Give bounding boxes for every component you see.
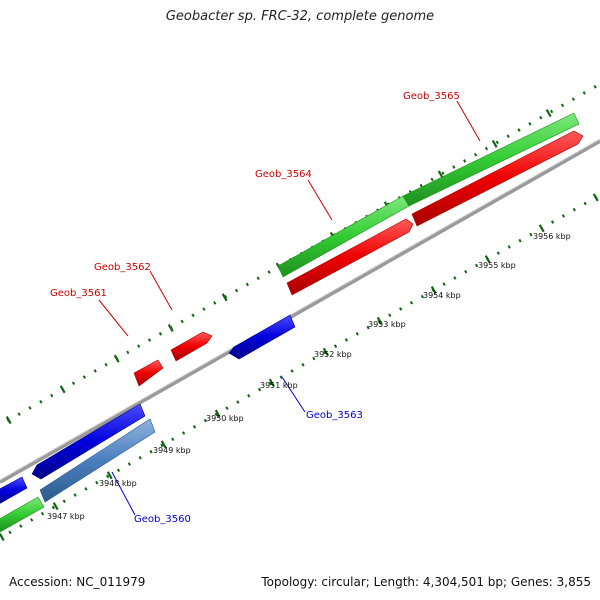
major-tick-mark: [106, 471, 113, 480]
gene-label-geob-3561[interactable]: Geob_3561: [50, 288, 107, 299]
major-tick-mark: [484, 255, 491, 264]
scale-label-3955: 3955 kbp: [478, 261, 516, 270]
major-tick-mark: [538, 224, 545, 233]
major-tick-mark: [59, 385, 66, 394]
major-tick-mark: [268, 378, 275, 387]
leader-geob-3565: [456, 100, 481, 142]
genome-backbone: [0, 139, 600, 484]
genome-summary: Topology: circular; Length: 4,304,501 bp…: [261, 575, 591, 589]
major-tick-mark: [376, 316, 383, 325]
gene-label-leaders: [98, 100, 481, 516]
map-title: Geobacter sp. FRC-32, complete genome: [165, 9, 435, 24]
major-tick-mark: [160, 440, 167, 449]
gene-block-geob-3563[interactable]: [228, 314, 296, 360]
scale-label-3947: 3947 kbp: [47, 512, 85, 521]
major-tick-mark: [113, 354, 120, 363]
gene-label-geob-3562[interactable]: Geob_3562: [94, 262, 151, 273]
gene-block-geob-3565[interactable]: [411, 130, 584, 227]
gene-block-blue-left[interactable]: [0, 476, 28, 504]
scale-label-3949: 3949 kbp: [153, 446, 191, 455]
gene-block-geob-3564[interactable]: [286, 218, 414, 296]
leader-geob-3563: [281, 376, 306, 413]
accession-label: Accession: NC_011979: [9, 575, 146, 589]
major-tick-mark: [0, 532, 5, 542]
scale-label-3950: 3950 kbp: [206, 414, 244, 423]
leader-geob-3561: [98, 299, 129, 337]
gene-block-green-left[interactable]: [0, 496, 45, 533]
scale-label-3952: 3952 kbp: [314, 350, 352, 359]
reverse-tick-dots: [0, 193, 600, 540]
reverse-cds-track: [0, 314, 296, 504]
gene-block-geob-3565-cds[interactable]: [402, 112, 580, 207]
reverse-tick-row: [0, 193, 600, 542]
gene-label-geob-3565[interactable]: Geob_3565: [403, 91, 460, 102]
leader-geob-3560: [111, 471, 136, 516]
gene-block-reverse-3559[interactable]: [31, 403, 146, 480]
gene-block-geob-3562[interactable]: [170, 331, 213, 362]
scale-label-3948: 3948 kbp: [99, 479, 137, 488]
major-tick-mark: [214, 409, 221, 418]
major-tick-mark: [430, 286, 437, 295]
gene-block-geob-3561[interactable]: [133, 359, 164, 387]
major-tick-mark: [592, 193, 599, 202]
scale-label-3954: 3954 kbp: [423, 291, 461, 300]
scale-label-3956: 3956 kbp: [533, 232, 571, 241]
major-tick-mark: [322, 347, 329, 356]
major-tick-mark: [167, 323, 174, 333]
major-tick-mark: [221, 293, 228, 302]
scale-label-3951: 3951 kbp: [260, 381, 298, 390]
reverse-other-track: [39, 418, 156, 503]
gene-label-geob-3560[interactable]: Geob_3560: [134, 514, 191, 525]
genome-backbone-highlight: [0, 138, 600, 481]
forward-cds-track: [0, 112, 580, 533]
gene-label-geob-3564[interactable]: Geob_3564: [255, 169, 312, 180]
gene-block-geob-3560[interactable]: [39, 418, 156, 503]
leader-geob-3562: [149, 270, 173, 311]
major-tick-mark: [545, 109, 552, 118]
major-tick-mark: [52, 502, 59, 511]
gene-label-geob-3563[interactable]: Geob_3563: [306, 410, 363, 421]
leader-geob-3564: [307, 179, 333, 221]
gene-labels: Geob_3560 Geob_3561 Geob_3562 Geob_3563 …: [50, 91, 460, 525]
major-tick-mark: [5, 416, 12, 425]
forward-gene-track: [133, 130, 584, 387]
scale-label-3953: 3953 kbp: [368, 320, 406, 329]
major-tick-mark: [491, 139, 498, 148]
reverse-major-ticks: [0, 193, 599, 542]
scale-labels: 3947 kbp 3948 kbp 3949 kbp 3950 kbp 3951…: [47, 232, 571, 521]
